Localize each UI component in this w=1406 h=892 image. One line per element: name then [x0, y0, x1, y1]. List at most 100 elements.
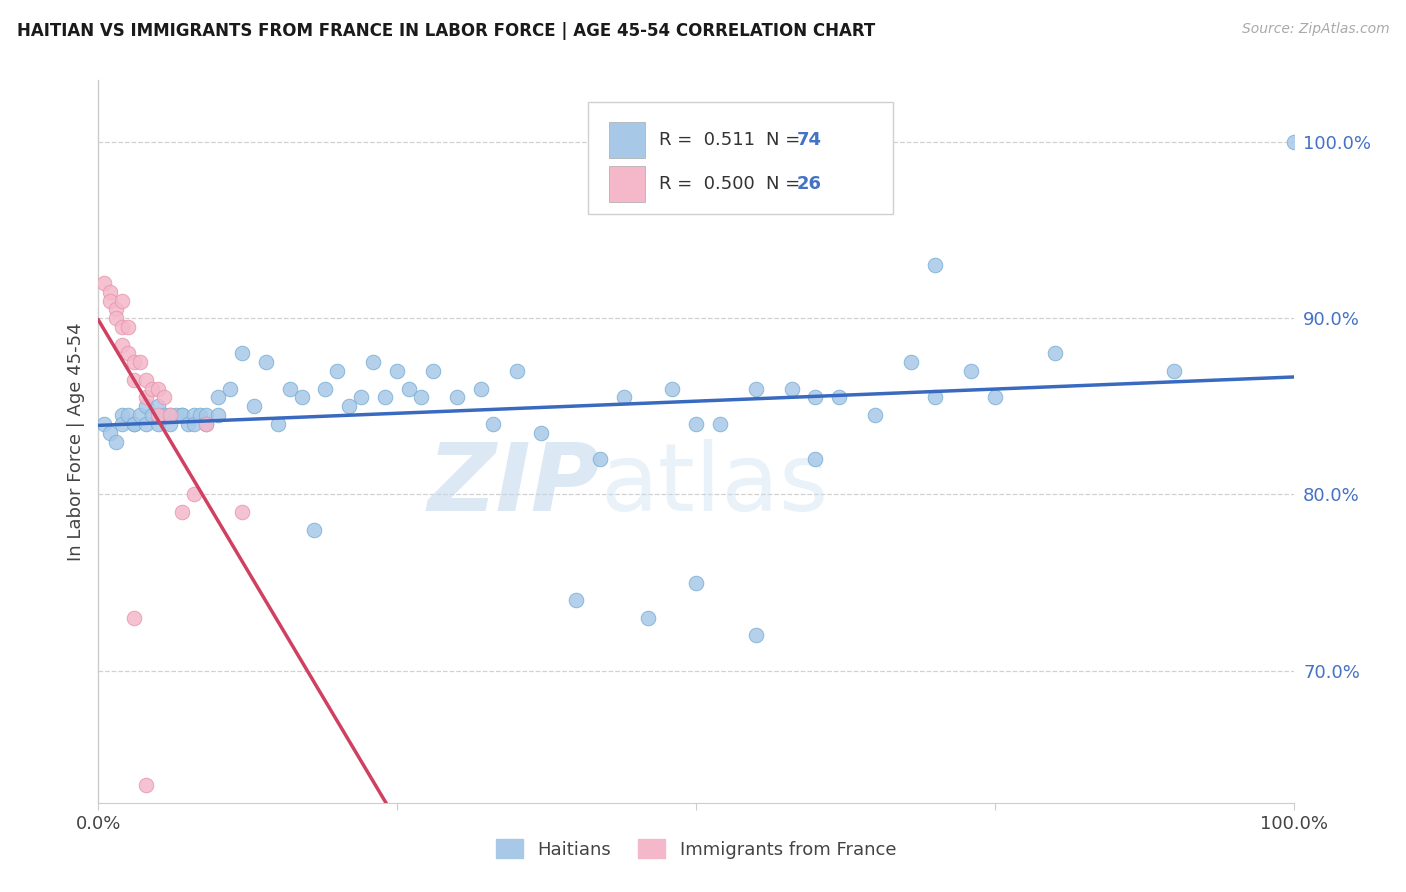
Point [195, 417, 218, 431]
Point [135, 373, 157, 387]
Point [302, 523, 325, 537]
Point [111, 337, 134, 351]
Point [124, 417, 146, 431]
Point [98, 285, 122, 299]
Point [207, 408, 229, 422]
Point [745, 628, 768, 642]
Point [105, 311, 128, 326]
Point [177, 417, 200, 431]
Point [350, 391, 373, 405]
Point [141, 408, 163, 422]
FancyBboxPatch shape [589, 102, 893, 214]
Point [183, 417, 205, 431]
Point [117, 320, 139, 334]
Point [153, 408, 176, 422]
Text: Source: ZipAtlas.com: Source: ZipAtlas.com [1241, 22, 1389, 37]
Text: atlas: atlas [600, 439, 828, 531]
Point [613, 391, 636, 405]
Point [1163, 364, 1185, 378]
Point [93, 417, 115, 431]
Point [111, 320, 134, 334]
Text: ZIP: ZIP [427, 439, 600, 531]
Point [195, 417, 218, 431]
Point [165, 408, 187, 422]
Point [481, 417, 505, 431]
Point [141, 382, 163, 396]
Point [129, 408, 152, 422]
Point [183, 487, 205, 501]
Point [159, 408, 181, 422]
Point [153, 391, 176, 405]
Point [148, 382, 170, 396]
Y-axis label: In Labor Force | Age 45-54: In Labor Force | Age 45-54 [66, 322, 84, 561]
Point [828, 391, 851, 405]
Point [637, 611, 659, 625]
Point [1282, 135, 1305, 149]
Text: N =: N = [766, 130, 807, 149]
Point [685, 575, 707, 590]
Point [661, 382, 683, 396]
Point [470, 382, 492, 396]
Point [148, 399, 170, 413]
Point [446, 391, 468, 405]
Point [148, 417, 170, 431]
Point [745, 382, 768, 396]
Point [231, 505, 253, 519]
Text: R =  0.511: R = 0.511 [659, 130, 755, 149]
Point [124, 373, 146, 387]
Point [243, 399, 266, 413]
Point [254, 355, 277, 369]
Point [565, 593, 588, 607]
Point [111, 408, 134, 422]
Point [148, 408, 170, 422]
Point [135, 399, 157, 413]
Point [117, 346, 139, 360]
Point [219, 382, 242, 396]
Point [326, 364, 349, 378]
Point [374, 391, 396, 405]
Point [195, 408, 218, 422]
Point [804, 452, 827, 467]
Point [124, 355, 146, 369]
Bar [609, 121, 644, 158]
Point [124, 611, 146, 625]
Point [135, 391, 157, 405]
Point [804, 391, 827, 405]
Text: N =: N = [766, 175, 807, 194]
Point [129, 355, 152, 369]
Bar [609, 166, 644, 202]
Point [422, 364, 444, 378]
Point [924, 258, 946, 272]
Point [291, 391, 314, 405]
Point [984, 391, 1007, 405]
Point [780, 382, 803, 396]
Point [398, 382, 420, 396]
Point [98, 293, 122, 308]
Point [530, 425, 553, 440]
Point [924, 391, 946, 405]
Point [900, 355, 922, 369]
Point [231, 346, 253, 360]
Point [267, 417, 290, 431]
Point [278, 382, 301, 396]
Point [172, 408, 194, 422]
Point [506, 364, 529, 378]
Point [117, 408, 139, 422]
Point [411, 391, 433, 405]
Point [124, 417, 146, 431]
Point [105, 434, 128, 449]
Text: 74: 74 [796, 130, 821, 149]
Point [93, 276, 115, 290]
Point [183, 408, 205, 422]
Point [207, 391, 229, 405]
Point [709, 417, 731, 431]
Point [135, 417, 157, 431]
Text: 26: 26 [796, 175, 821, 194]
Point [111, 293, 134, 308]
Point [589, 452, 612, 467]
Text: HAITIAN VS IMMIGRANTS FROM FRANCE IN LABOR FORCE | AGE 45-54 CORRELATION CHART: HAITIAN VS IMMIGRANTS FROM FRANCE IN LAB… [17, 22, 875, 40]
Point [135, 778, 157, 792]
Point [188, 408, 211, 422]
Point [685, 417, 707, 431]
Point [172, 505, 194, 519]
